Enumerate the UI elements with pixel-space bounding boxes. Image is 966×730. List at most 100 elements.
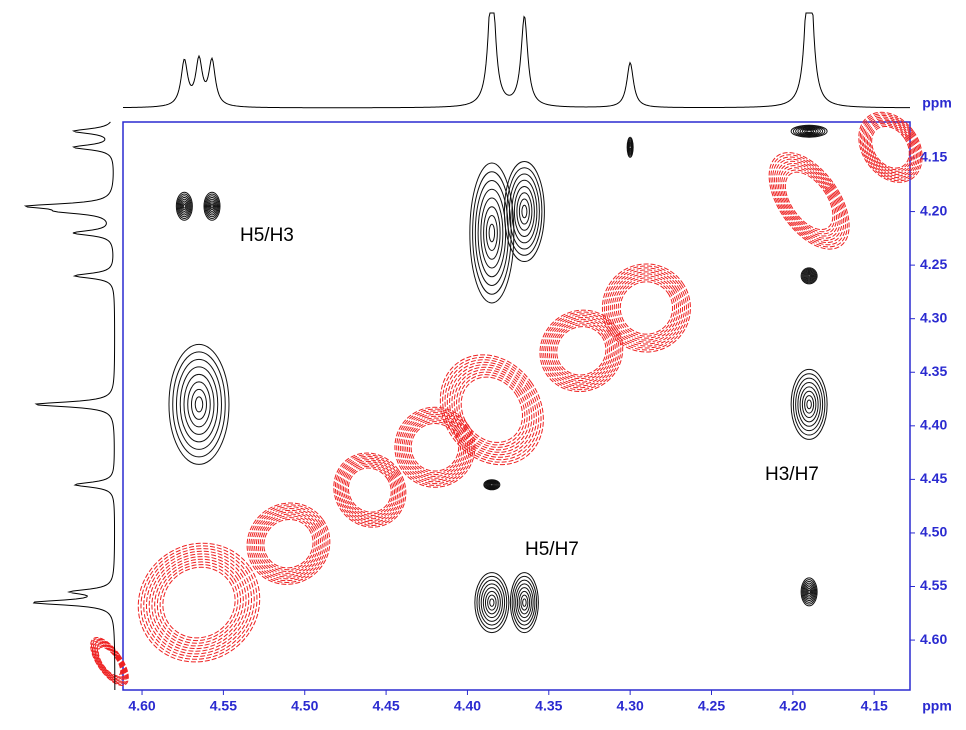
contour-line: [522, 205, 527, 218]
contour-line: [808, 590, 810, 594]
contour-line: [491, 484, 493, 486]
contour-line: [86, 634, 133, 688]
contour-line: [481, 584, 502, 622]
y-tick-label: 4.60: [920, 631, 947, 647]
cross-peak: [801, 578, 817, 606]
contour-line: [241, 497, 335, 590]
y-tick-label: 4.20: [920, 202, 947, 218]
contour-line: [426, 341, 558, 478]
contour-line: [326, 446, 413, 535]
contour-line: [387, 399, 483, 495]
cross-peak: [627, 137, 633, 157]
y-tick-label: 4.55: [920, 577, 947, 593]
contour-line: [115, 520, 283, 686]
contour-line: [84, 632, 136, 692]
contour-line: [429, 345, 555, 475]
contour-line: [488, 595, 497, 610]
contour-line: [532, 302, 631, 400]
contour-line: [184, 374, 214, 434]
annotation: H5/H3: [240, 225, 294, 246]
x-tick-label: 4.30: [617, 698, 644, 714]
contour-line: [239, 494, 338, 592]
contour-line: [516, 584, 534, 622]
contour-line: [149, 553, 249, 652]
contour-line: [523, 599, 527, 607]
contour-line: [331, 450, 409, 529]
annotation: H5/H7: [525, 539, 579, 560]
y-tick-label: 4.35: [920, 363, 947, 379]
contour-line: [445, 362, 538, 458]
contour-line: [607, 269, 685, 347]
contour-line: [130, 534, 268, 670]
contour-line: [231, 487, 346, 601]
contour-line: [382, 394, 488, 500]
contour-line: [807, 130, 812, 132]
contour-line: [399, 412, 470, 483]
contour-line: [247, 502, 331, 585]
contour-line: [807, 400, 812, 409]
cross-peak: [115, 520, 283, 686]
contour-line: [585, 247, 708, 370]
contour-line: [489, 224, 495, 242]
y-tick-label: 4.45: [920, 470, 947, 486]
cross-peak: [753, 139, 865, 264]
contour-line: [432, 348, 551, 471]
y-axis-label: ppm: [922, 95, 952, 111]
contour-line: [591, 252, 703, 364]
cross-peak: [484, 480, 500, 490]
contour-line: [392, 404, 478, 490]
cross-peak: [791, 369, 827, 439]
contour-line: [629, 146, 631, 149]
contour-line: [191, 389, 206, 419]
contour-line: [846, 100, 935, 194]
cross-peak: [510, 573, 538, 633]
left-projection: [26, 122, 115, 690]
y-tick-label: 4.15: [920, 149, 947, 165]
y-tick-label: 4.25: [920, 256, 947, 272]
contour-line: [599, 260, 694, 355]
contour-line: [798, 383, 821, 427]
contour-line: [119, 523, 280, 682]
contour-line: [244, 500, 333, 588]
contour-line: [478, 189, 506, 276]
contour-line: [439, 355, 545, 465]
x-tick-label: 4.20: [779, 698, 806, 714]
contour-line: [211, 204, 213, 208]
contour-line: [138, 542, 261, 663]
cross-peak: [169, 344, 229, 464]
x-tick-label: 4.25: [698, 698, 725, 714]
contour-line: [791, 369, 827, 439]
contour-line: [436, 352, 549, 468]
contour-line: [519, 199, 529, 224]
contour-line: [486, 215, 497, 250]
contour-line: [234, 489, 344, 598]
contour-line: [808, 275, 810, 277]
contour-line: [753, 139, 865, 264]
x-tick-label: 4.45: [372, 698, 399, 714]
cross-peak: [801, 268, 817, 284]
x-tick-label: 4.40: [454, 698, 481, 714]
contour-line: [512, 180, 537, 243]
contour-line: [547, 317, 615, 385]
contour-line: [176, 359, 221, 449]
contour-line: [858, 113, 923, 182]
contour-line: [852, 106, 929, 188]
cross-peak: [204, 192, 220, 220]
cross-peak: [791, 125, 827, 137]
cross-peak: [475, 573, 509, 633]
cross-peak: [419, 335, 564, 485]
contour-line: [521, 595, 528, 610]
y-tick-label: 4.30: [920, 309, 947, 325]
contour-line: [88, 637, 130, 686]
top-projection: [123, 13, 910, 108]
x-tick-label: 4.35: [535, 698, 562, 714]
cross-peak: [84, 632, 136, 692]
contour-line: [333, 453, 407, 528]
y-tick-label: 4.40: [920, 417, 947, 433]
contour-line: [475, 180, 508, 285]
contour-line: [254, 510, 322, 578]
annotation: H3/H7: [765, 464, 819, 485]
contour-line: [394, 407, 475, 488]
x-tick-label: 4.50: [291, 698, 318, 714]
x-tick-label: 4.15: [861, 698, 888, 714]
